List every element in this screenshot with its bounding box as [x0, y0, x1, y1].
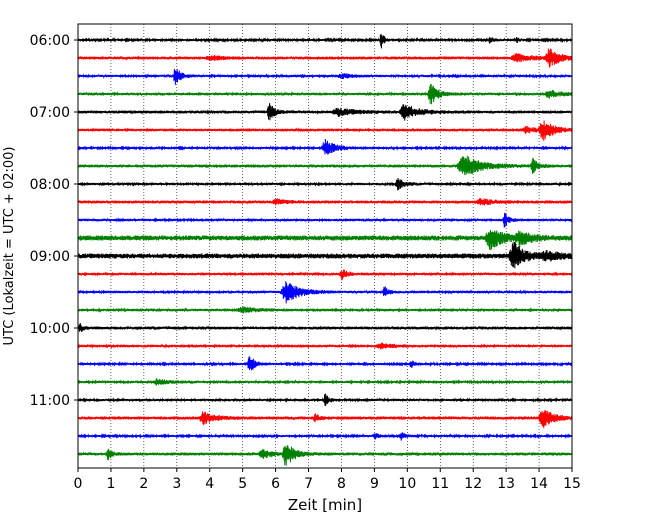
trace-0800 — [77, 177, 573, 191]
y-tick-label: 10:00 — [30, 321, 70, 337]
x-tick-label: 11 — [431, 476, 449, 492]
x-axis-label: Zeit [min] — [288, 496, 362, 514]
trace-1115 — [77, 410, 573, 429]
x-tick-label: 0 — [74, 476, 83, 492]
trace-0930 — [77, 281, 573, 304]
y-tick-label: 07:00 — [30, 105, 70, 121]
trace-0945 — [77, 306, 573, 314]
x-tick-label: 4 — [205, 476, 214, 492]
x-tick-label: 7 — [304, 476, 313, 492]
x-tick-label: 8 — [337, 476, 346, 492]
trace-series — [77, 33, 573, 466]
trace-0615 — [77, 48, 573, 68]
y-tick-label: 08:00 — [30, 177, 70, 193]
trace-0730 — [77, 138, 573, 155]
trace-1030 — [77, 356, 573, 371]
x-tick-label: 14 — [530, 476, 548, 492]
x-tick-label: 6 — [271, 476, 280, 492]
x-tick-label: 1 — [106, 476, 115, 492]
trace-0830 — [77, 212, 573, 228]
trace-0815 — [77, 197, 573, 206]
x-tick-label: 3 — [172, 476, 181, 492]
trace-0915 — [77, 269, 573, 281]
x-tick-label: 15 — [563, 476, 581, 492]
x-tick-label: 13 — [497, 476, 515, 492]
trace-0715 — [77, 120, 573, 141]
y-axis-ticks: 06:00 07:00 08:00 09:00 10:00 11:00 — [30, 33, 78, 409]
trace-0600 — [77, 33, 573, 49]
x-axis-ticks: 0 1 2 3 4 5 6 7 8 9 10 11 12 13 14 15 — [74, 468, 581, 492]
x-tick-label: 5 — [238, 476, 247, 492]
trace-0645 — [77, 84, 573, 105]
trace-0900 — [77, 242, 573, 269]
x-tick-label: 10 — [398, 476, 416, 492]
trace-1015 — [77, 342, 573, 350]
trace-1145 — [77, 445, 573, 466]
trace-1100 — [77, 393, 573, 406]
y-tick-label: 09:00 — [30, 249, 70, 265]
trace-0845 — [77, 230, 573, 251]
grid-lines — [110, 24, 540, 468]
y-tick-label: 06:00 — [30, 33, 70, 49]
x-tick-label: 2 — [139, 476, 148, 492]
trace-0745 — [77, 155, 573, 175]
y-axis-label: UTC (Lokalzeit = UTC + 02:00) — [2, 147, 17, 346]
trace-1045 — [77, 378, 573, 386]
plot-area — [77, 23, 573, 469]
trace-1000 — [77, 323, 573, 332]
trace-0630 — [77, 68, 573, 85]
x-tick-label: 12 — [464, 476, 482, 492]
x-tick-label: 9 — [370, 476, 379, 492]
y-tick-label: 11:00 — [30, 393, 70, 409]
plot-border — [77, 23, 573, 469]
trace-1130 — [77, 432, 573, 441]
trace-0700 — [77, 103, 573, 121]
